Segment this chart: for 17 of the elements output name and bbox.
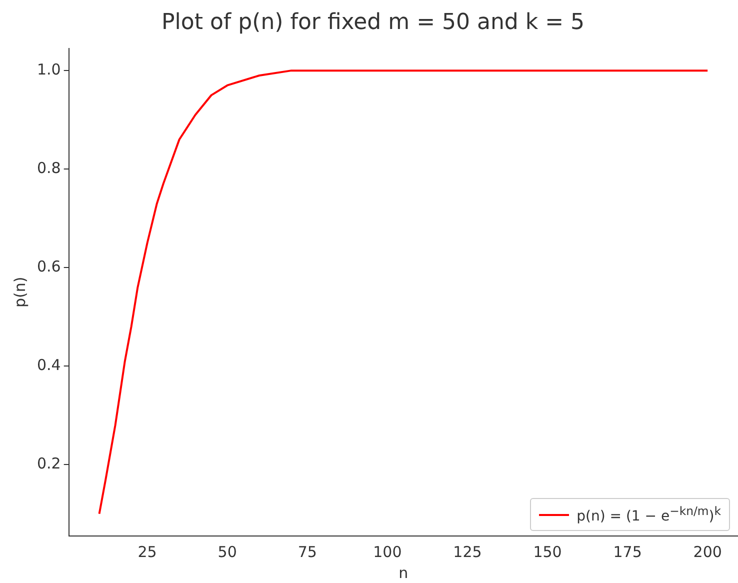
x-tick-label: 75: [298, 542, 317, 561]
x-axis-title: n: [398, 564, 408, 582]
y-tick-label: 0.4: [36, 356, 61, 374]
y-tick-label: 0.2: [36, 454, 61, 472]
y-axis-title: p(n): [10, 276, 29, 308]
y-tick-label: 0.6: [36, 257, 61, 276]
x-tick-label: 100: [373, 542, 402, 561]
y-tick-label: 1.0: [36, 60, 61, 78]
x-tick-label: 50: [218, 542, 237, 561]
x-tick-label: 175: [613, 542, 642, 561]
x-tick-label: 150: [533, 542, 562, 561]
legend-label: p(n) = (1 − e$^{−kn/m}$)$^{k}$: [576, 504, 721, 525]
y-tick-label: 0.8: [36, 158, 61, 177]
x-tick-label: 125: [453, 542, 482, 561]
x-tick-label: 25: [138, 542, 157, 561]
chart-title: Plot of p(n) for fixed m = 50 and k = 5: [161, 10, 585, 35]
x-tick-label: 200: [693, 542, 722, 561]
